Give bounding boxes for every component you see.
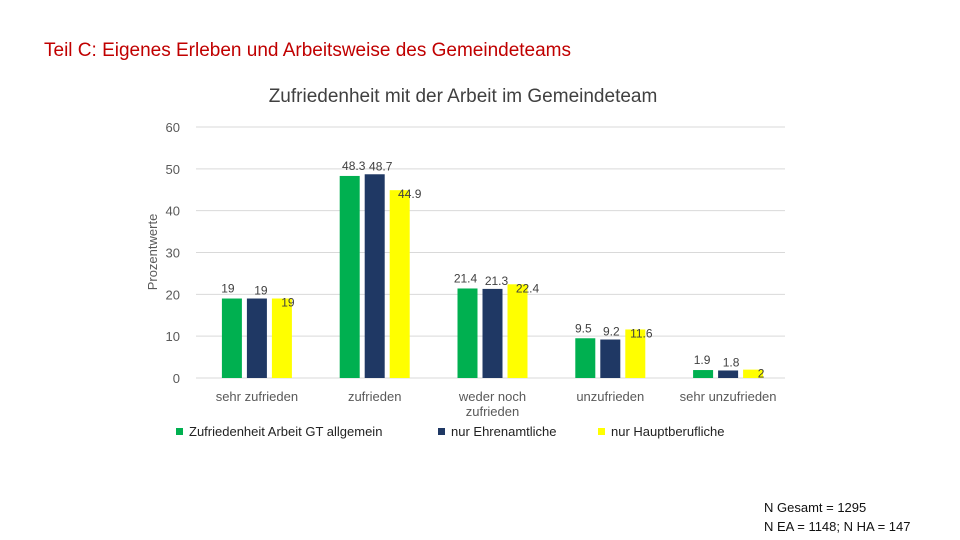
bar: [718, 370, 739, 378]
legend-swatch-green: [176, 428, 183, 435]
bar: [457, 288, 478, 378]
y-tick-label: 0: [173, 371, 180, 386]
bar: [743, 369, 764, 378]
x-tick-label: sehr unzufrieden: [680, 389, 777, 404]
footnote-groups: N EA = 1148; N HA = 147: [764, 519, 911, 534]
data-label: 1.9: [694, 353, 711, 367]
page-title: Teil C: Eigenes Erleben und Arbeitsweise…: [44, 40, 572, 61]
x-tick-label: zufrieden: [348, 389, 401, 404]
bar: [625, 329, 646, 378]
x-tick-label: weder noch: [458, 389, 526, 404]
bar: [507, 284, 528, 378]
data-label: 21.4: [454, 271, 478, 285]
y-tick-label: 40: [166, 204, 180, 219]
x-tick-label: sehr zufrieden: [216, 389, 298, 404]
data-label: 9.5: [575, 321, 592, 335]
data-label: 11.6: [630, 326, 653, 340]
data-label: 19: [221, 282, 235, 296]
bar: [246, 298, 267, 378]
legend-item-allgemein: Zufriedenheit Arbeit GT allgemein: [176, 424, 382, 439]
data-label: 9.2: [603, 325, 620, 339]
bar: [364, 174, 385, 378]
y-tick-label: 60: [166, 120, 180, 135]
y-tick-label: 10: [166, 329, 180, 344]
data-label: 21.3: [485, 274, 509, 288]
bar: [271, 298, 292, 378]
y-tick-label: 30: [166, 246, 180, 261]
chart-title: Zufriedenheit mit der Arbeit im Gemeinde…: [268, 86, 658, 107]
data-label: 2: [758, 367, 765, 381]
y-tick-label: 20: [166, 287, 180, 302]
bar: [339, 175, 360, 378]
data-label: 19: [281, 296, 295, 310]
bar: [575, 338, 596, 378]
sample-size-note: N Gesamt = 1295 N EA = 1148; N HA = 147: [764, 498, 910, 536]
data-label: 44.9: [398, 187, 422, 201]
bar: [693, 370, 714, 378]
data-label: 48.7: [369, 159, 393, 173]
legend-swatch-yellow: [598, 428, 605, 435]
x-tick-label: zufrieden: [466, 404, 519, 419]
data-label: 48.3: [342, 159, 366, 173]
x-tick-label: unzufrieden: [576, 389, 644, 404]
bar: [600, 339, 621, 378]
data-label: 19: [254, 284, 268, 298]
legend-swatch-navy: [438, 428, 445, 435]
legend-label-allgemein: Zufriedenheit Arbeit GT allgemein: [189, 424, 383, 439]
footnote-total: N Gesamt = 1295: [764, 500, 867, 515]
bar: [221, 298, 242, 378]
y-tick-label: 50: [166, 162, 180, 177]
bar: [482, 288, 503, 378]
legend-item-hauptberufliche: nur Hauptberufliche: [598, 424, 724, 439]
bar: [389, 190, 410, 378]
legend-label-ehrenamtliche: nur Ehrenamtliche: [451, 424, 557, 439]
data-label: 22.4: [516, 281, 540, 295]
legend-label-hauptberufliche: nur Hauptberufliche: [611, 424, 725, 439]
y-axis-title: Prozentwerte: [145, 214, 160, 291]
data-label: 1.8: [723, 355, 740, 369]
legend-item-ehrenamtliche: nur Ehrenamtliche: [438, 424, 557, 439]
